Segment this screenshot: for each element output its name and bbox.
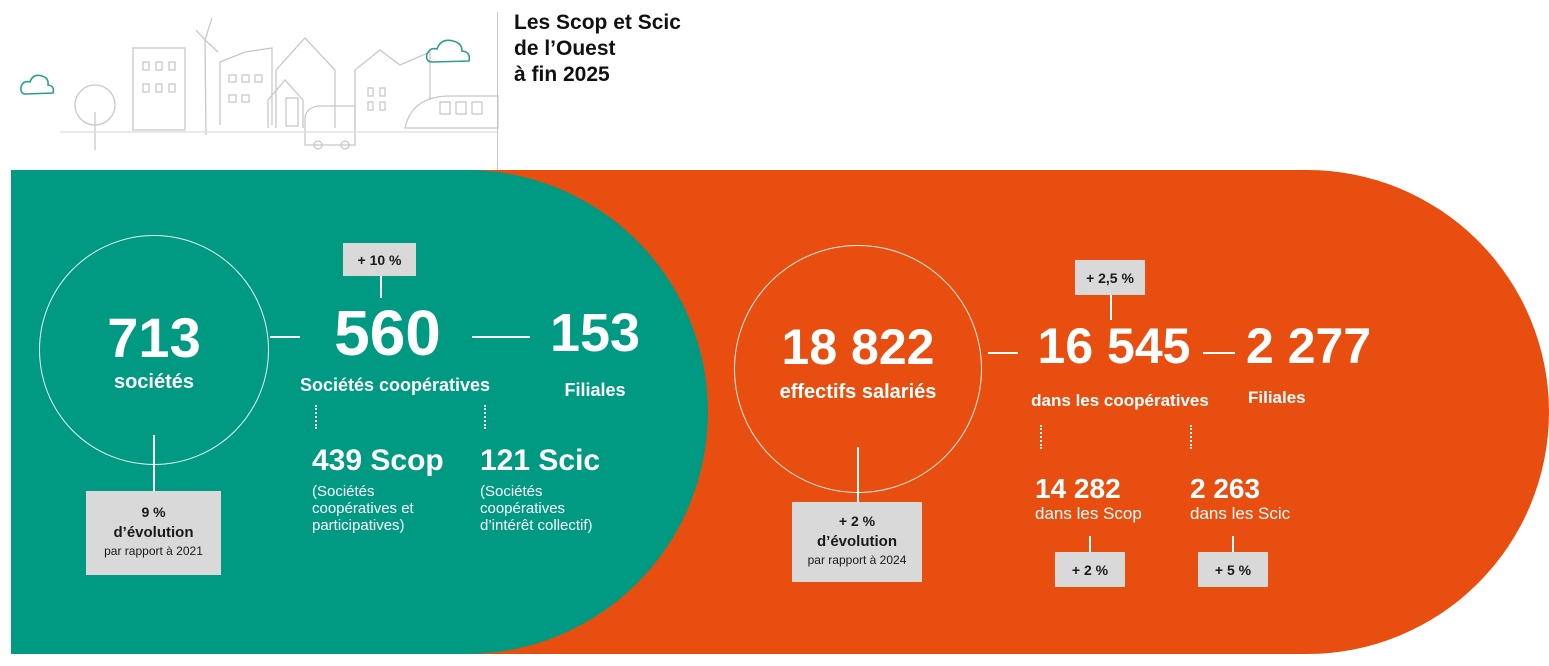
- coop-value: 560: [334, 297, 441, 369]
- effectifs-evolution-box: + 2 % d’évolution par rapport à 2024: [792, 502, 922, 582]
- evolution-pct: 9 %: [141, 504, 166, 520]
- scic-description: (Sociétés coopératives d’intérêt collect…: [480, 483, 593, 534]
- scic-effectifs-label: dans les Scic: [1190, 504, 1291, 523]
- cloud-icon: [425, 39, 471, 63]
- connector: [472, 336, 530, 338]
- societes-evolution-box: 9 % d’évolution par rapport à 2021: [86, 491, 221, 575]
- effectifs-total-value: 18 822: [781, 319, 935, 375]
- town-illustration: [20, 17, 499, 150]
- connector: [380, 276, 382, 298]
- coop-label: dans les coopératives: [1031, 391, 1209, 410]
- scic-effectifs-value: 2 263: [1190, 473, 1261, 504]
- coop-growth-badge: + 2,5 %: [1075, 260, 1145, 295]
- coop-label: Sociétés coopératives: [299, 375, 491, 395]
- connector: [1089, 536, 1091, 553]
- connector: [1203, 352, 1235, 354]
- dotted-connector: [484, 405, 486, 429]
- scic-count: 121 Scic: [480, 444, 601, 477]
- evolution-label: d’évolution: [113, 524, 194, 541]
- connector: [1232, 536, 1234, 553]
- evolution-ref: par rapport à 2024: [807, 553, 907, 567]
- evolution-label: d’évolution: [817, 533, 897, 550]
- filiales-value: 153: [549, 303, 641, 363]
- filiales-value: 2 277: [1246, 318, 1372, 374]
- coop-growth-badge: + 10 %: [343, 243, 416, 276]
- evolution-ref: par rapport à 2021: [104, 544, 203, 558]
- scop-count: 439 Scop: [312, 444, 444, 477]
- connector: [1110, 295, 1112, 320]
- connector: [988, 352, 1018, 354]
- scop-growth-badge: + 2 %: [1055, 552, 1125, 587]
- societes-total-label: sociétés: [113, 371, 195, 393]
- filiales-label: Filiales: [564, 380, 626, 400]
- filiales-label: Filiales: [1248, 388, 1306, 407]
- scop-effectifs-value: 14 282: [1035, 473, 1121, 504]
- title-divider: [497, 12, 498, 187]
- connector: [270, 336, 300, 338]
- scop-effectifs-label: dans les Scop: [1035, 504, 1142, 523]
- effectifs-total-label: effectifs salariés: [779, 381, 937, 403]
- societes-total-value: 713: [107, 306, 201, 369]
- connector: [153, 435, 155, 493]
- van-icon: [304, 105, 356, 146]
- dotted-connector: [1190, 425, 1192, 449]
- page-title: Les Scop et Scic de l’Ouest à fin 2025: [514, 11, 681, 86]
- cloud-icon: [20, 74, 55, 95]
- coop-value: 16 545: [1037, 318, 1191, 374]
- evolution-pct: + 2 %: [838, 513, 876, 529]
- dotted-connector: [1040, 425, 1042, 449]
- connector: [857, 447, 859, 502]
- dotted-connector: [315, 405, 317, 429]
- scop-description: (Sociétés coopératives et participatives…: [312, 483, 414, 534]
- train-icon: [404, 95, 499, 129]
- scic-growth-badge: + 5 %: [1198, 552, 1268, 587]
